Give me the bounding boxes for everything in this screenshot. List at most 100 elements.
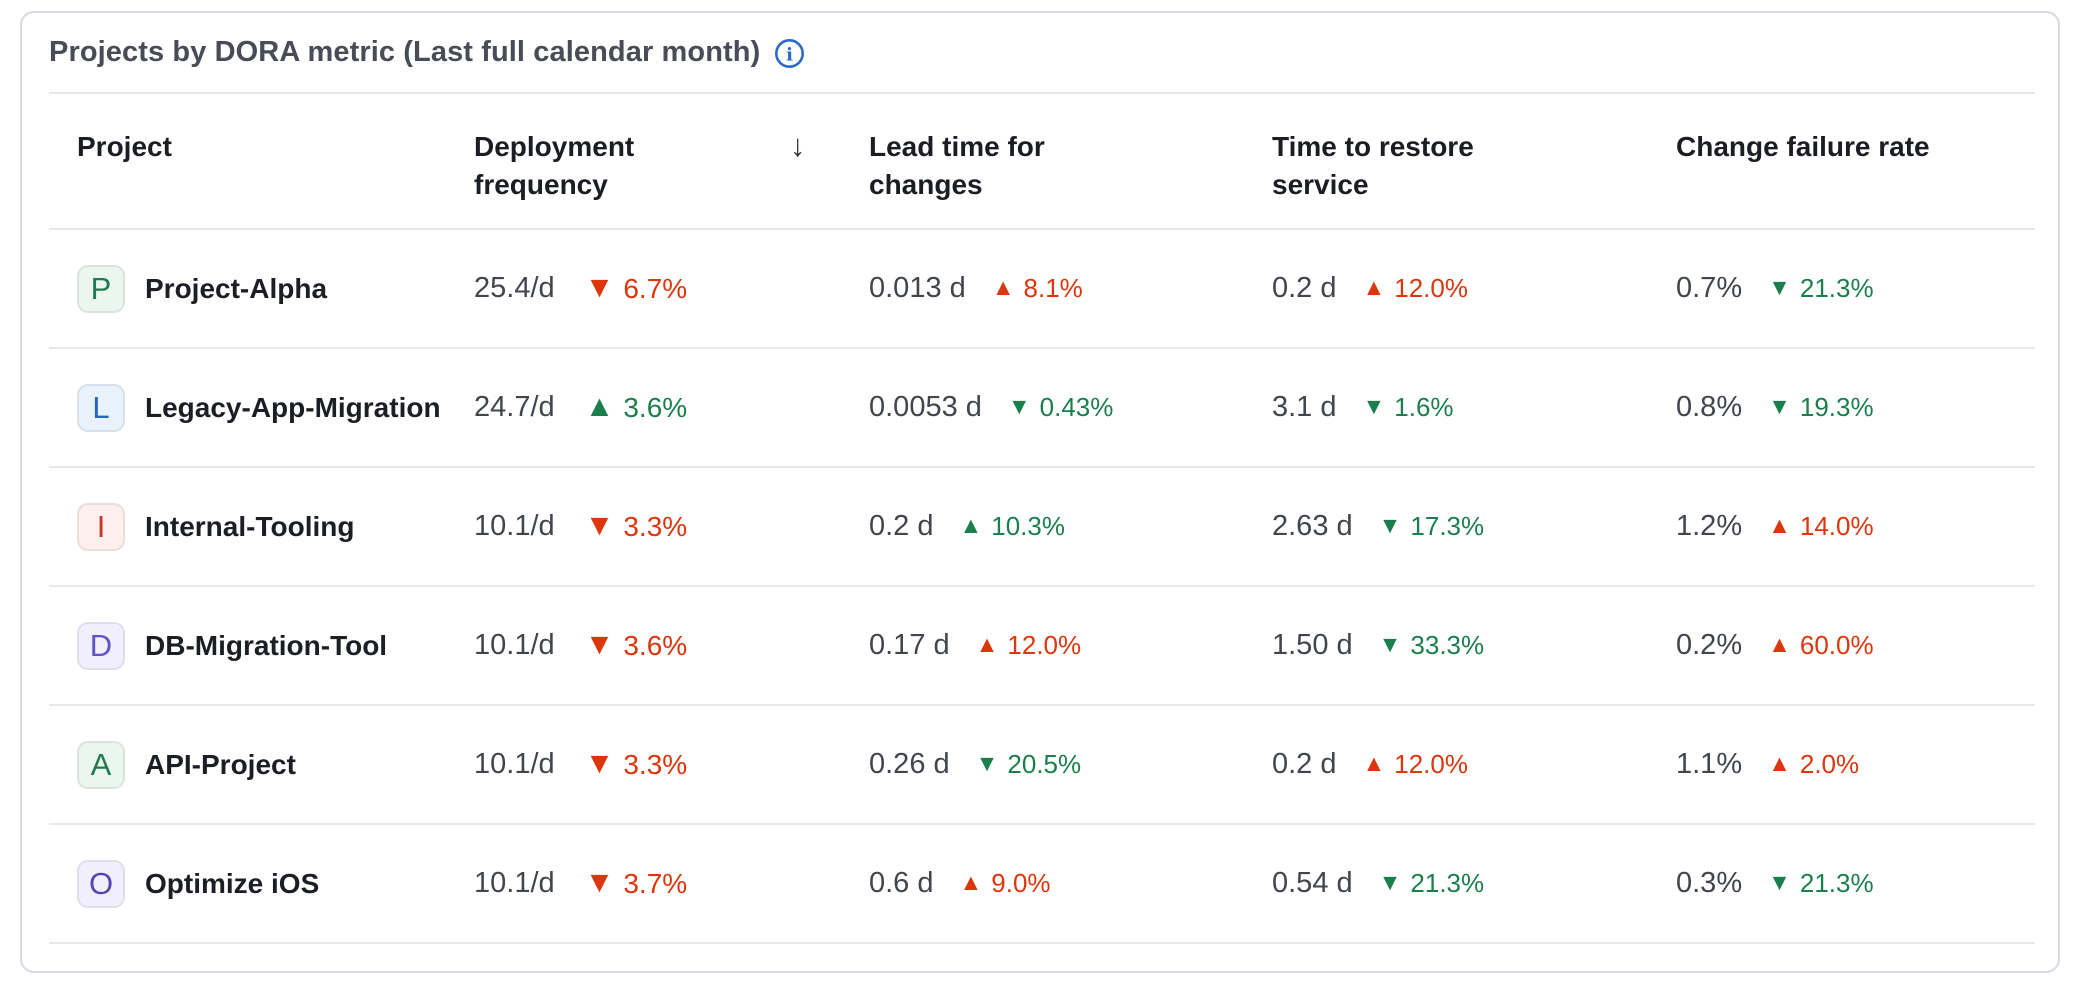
change-failure-rate-cell: 1.1% ▲ 2.0% [1676, 706, 2035, 823]
trend-percent: 20.5% [1007, 749, 1082, 779]
project-cell: O Optimize iOS [49, 825, 474, 942]
metric-value: 25.4/d [474, 272, 555, 304]
project-name[interactable]: Legacy-App-Migration [145, 391, 441, 423]
trend-percent: 3.6% [623, 391, 688, 423]
trend-arrow-icon: ▲ [991, 274, 1015, 300]
project-cell: P Project-Alpha [49, 230, 474, 347]
svg-text:i: i [786, 45, 793, 66]
trend-percent: 1.6% [1394, 392, 1454, 422]
time-to-restore-cell: 0.54 d ▼ 21.3% [1272, 825, 1676, 942]
table-row[interactable]: D DB-Migration-Tool 10.1/d ▼ 3.6% 0.17 d… [49, 585, 2035, 704]
project-avatar: I [77, 502, 125, 551]
trend-arrow-icon: ▼ [1378, 631, 1402, 657]
trend-percent: 17.3% [1410, 511, 1485, 541]
trend-arrow-icon: ▲ [959, 512, 983, 538]
metric-value: 1.1% [1676, 748, 1743, 780]
table-row[interactable]: A API-Project 10.1/d ▼ 3.3% 0.26 d ▼ 20.… [49, 704, 2035, 823]
deployment-frequency-cell: 10.1/d ▼ 3.6% [474, 587, 869, 704]
change-failure-rate-cell: 0.2% ▲ 60.0% [1676, 587, 2035, 704]
metric-value: 10.1/d [474, 510, 555, 542]
trend-arrow-icon: ▼ [584, 865, 615, 899]
trend-arrow-icon: ▲ [1768, 750, 1791, 776]
lead-time-cell: 0.0053 d ▼ 0.43% [869, 349, 1272, 466]
time-to-restore-cell: 2.63 d ▼ 17.3% [1272, 468, 1676, 585]
lead-time-cell: 0.2 d ▲ 10.3% [869, 468, 1272, 585]
trend-percent: 9.0% [991, 868, 1051, 898]
trend-arrow-icon: ▲ [959, 869, 983, 895]
metric-value: 0.3% [1676, 867, 1743, 899]
project-name[interactable]: API-Project [145, 748, 296, 780]
metric-value: 0.17 d [869, 629, 950, 661]
time-to-restore-cell: 0.2 d ▲ 12.0% [1272, 230, 1676, 347]
project-avatar: L [77, 383, 125, 432]
table-row[interactable]: O Optimize iOS 10.1/d ▼ 3.7% 0.6 d ▲ 9.0… [49, 823, 2035, 942]
column-header-deployment-frequency[interactable]: Deployment frequency ↓ [474, 94, 869, 228]
table-row[interactable]: P Project-Alpha 25.4/d ▼ 6.7% 0.013 d ▲ … [49, 228, 2035, 347]
metric-value: 24.7/d [474, 391, 555, 423]
column-label: Project [77, 131, 172, 162]
column-label: Time to restore service [1272, 131, 1474, 200]
project-name[interactable]: Optimize iOS [145, 867, 320, 899]
project-cell: A API-Project [49, 706, 474, 823]
trend-percent: 0.43% [1039, 392, 1114, 422]
lead-time-cell: 0.17 d ▲ 12.0% [869, 587, 1272, 704]
time-to-restore-cell: 0.2 d ▲ 12.0% [1272, 706, 1676, 823]
trend-arrow-icon: ▲ [1362, 274, 1386, 300]
metric-value: 0.2 d [1272, 272, 1337, 304]
table-row[interactable]: I Internal-Tooling 10.1/d ▼ 3.3% 0.2 d ▲… [49, 466, 2035, 585]
column-header-change-failure-rate[interactable]: Change failure rate [1676, 94, 2035, 228]
trend-percent: 21.3% [1799, 273, 1874, 303]
sort-descending-icon[interactable]: ↓ [790, 128, 806, 163]
metric-value: 10.1/d [474, 748, 555, 780]
project-cell: I Internal-Tooling [49, 468, 474, 585]
metric-value: 0.2 d [869, 510, 934, 542]
info-icon[interactable]: i [774, 38, 805, 69]
trend-arrow-icon: ▲ [584, 389, 615, 423]
column-label: Deployment frequency [474, 131, 635, 200]
column-header-time-to-restore[interactable]: Time to restore service [1272, 94, 1676, 228]
metric-value: 10.1/d [474, 629, 555, 661]
lead-time-cell: 0.013 d ▲ 8.1% [869, 230, 1272, 347]
trend-arrow-icon: ▼ [1007, 393, 1031, 419]
trend-arrow-icon: ▼ [1362, 393, 1386, 419]
table-row[interactable]: L Legacy-App-Migration 24.7/d ▲ 3.6% 0.0… [49, 347, 2035, 466]
trend-arrow-icon: ▼ [584, 508, 615, 542]
table-body: P Project-Alpha 25.4/d ▼ 6.7% 0.013 d ▲ … [49, 228, 2035, 944]
column-header-lead-time[interactable]: Lead time for changes [869, 94, 1272, 228]
deployment-frequency-cell: 10.1/d ▼ 3.7% [474, 825, 869, 942]
trend-percent: 2.0% [1799, 749, 1860, 779]
metric-value: 0.54 d [1272, 867, 1353, 899]
project-name[interactable]: Internal-Tooling [145, 510, 355, 542]
trend-percent: 10.3% [991, 511, 1065, 541]
project-avatar: A [77, 740, 125, 789]
trend-arrow-icon: ▼ [1378, 512, 1402, 538]
project-cell: D DB-Migration-Tool [49, 587, 474, 704]
trend-arrow-icon: ▲ [1768, 631, 1791, 657]
trend-arrow-icon: ▲ [1768, 512, 1791, 538]
metric-value: 0.2% [1676, 629, 1743, 661]
trend-percent: 3.3% [623, 748, 688, 780]
lead-time-cell: 0.6 d ▲ 9.0% [869, 825, 1272, 942]
change-failure-rate-cell: 0.3% ▼ 21.3% [1676, 825, 2035, 942]
dora-table: Project Deployment frequency ↓ Lead time… [49, 94, 2035, 944]
trend-percent: 8.1% [1023, 273, 1083, 303]
metric-value: 1.2% [1676, 510, 1743, 542]
trend-percent: 12.0% [1394, 273, 1468, 303]
table-header-row: Project Deployment frequency ↓ Lead time… [49, 94, 2035, 228]
column-header-project[interactable]: Project [49, 94, 474, 228]
trend-arrow-icon: ▲ [1362, 750, 1386, 776]
trend-percent: 21.3% [1410, 868, 1485, 898]
time-to-restore-cell: 3.1 d ▼ 1.6% [1272, 349, 1676, 466]
project-name[interactable]: DB-Migration-Tool [145, 629, 388, 661]
trend-percent: 12.0% [1394, 749, 1468, 779]
metric-value: 0.8% [1676, 391, 1743, 423]
lead-time-cell: 0.26 d ▼ 20.5% [869, 706, 1272, 823]
trend-percent: 3.6% [623, 629, 688, 661]
project-avatar: O [77, 859, 125, 908]
trend-percent: 21.3% [1799, 868, 1874, 898]
deployment-frequency-cell: 25.4/d ▼ 6.7% [474, 230, 869, 347]
trend-percent: 14.0% [1799, 511, 1874, 541]
project-name[interactable]: Project-Alpha [145, 272, 328, 304]
metric-value: 3.1 d [1272, 391, 1337, 423]
deployment-frequency-cell: 10.1/d ▼ 3.3% [474, 468, 869, 585]
